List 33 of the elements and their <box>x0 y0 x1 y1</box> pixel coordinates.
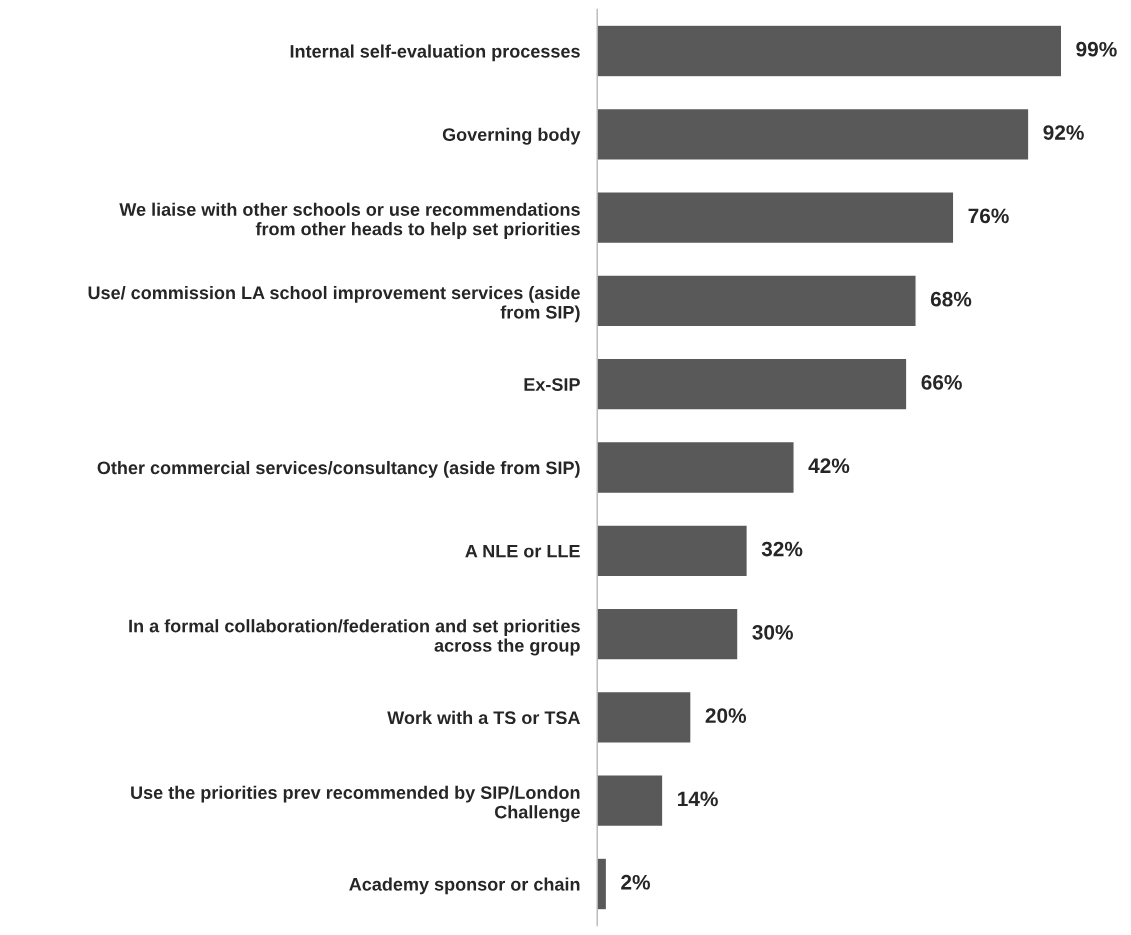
bar <box>597 690 692 744</box>
y-tick-label: Academy sponsor or chain <box>349 877 580 895</box>
bar <box>597 774 664 828</box>
y-tick-label: We liaise with other schools or use recommendations from other heads to help set priorities <box>119 202 580 239</box>
bar <box>597 191 955 245</box>
bar <box>597 107 1030 161</box>
bar <box>597 357 908 411</box>
data-label: 92% <box>1043 125 1084 140</box>
data-label: 42% <box>808 458 850 474</box>
y-tick-label: Use/ commission LA school improvement services (aside from SIP) <box>88 285 580 323</box>
y-tick-label: In a formal collaboration/federation and set priorities across the group <box>129 619 580 656</box>
y-tick-label: Work with a TS or TSA <box>387 710 581 725</box>
data-label: 99% <box>1076 41 1117 57</box>
y-tick-label: Other commercial services/consultancy (aside from SIP) <box>97 460 580 478</box>
data-label: 32% <box>761 541 803 557</box>
y-tick-label: Governing body <box>442 127 581 145</box>
y-tick-label: Ex-SIP <box>524 378 580 391</box>
bar <box>597 857 608 911</box>
bar <box>597 274 917 328</box>
y-tick-label: Use the priorities prev recommended by SIP/London Challenge <box>131 785 580 823</box>
data-label: 14% <box>678 791 718 807</box>
bar <box>597 24 1063 78</box>
data-label: 2% <box>621 874 650 890</box>
bar <box>597 440 795 495</box>
data-label: 20% <box>705 708 747 723</box>
y-tick-label: A NLE or LLE <box>465 544 580 558</box>
data-label: 68% <box>930 291 972 307</box>
data-label: 30% <box>752 624 793 640</box>
data-label: 76% <box>968 208 1009 224</box>
data-label: 66% <box>921 375 962 390</box>
bar <box>597 524 749 578</box>
bar <box>597 607 739 661</box>
y-tick-label: Internal self-evaluation processes <box>290 44 580 62</box>
